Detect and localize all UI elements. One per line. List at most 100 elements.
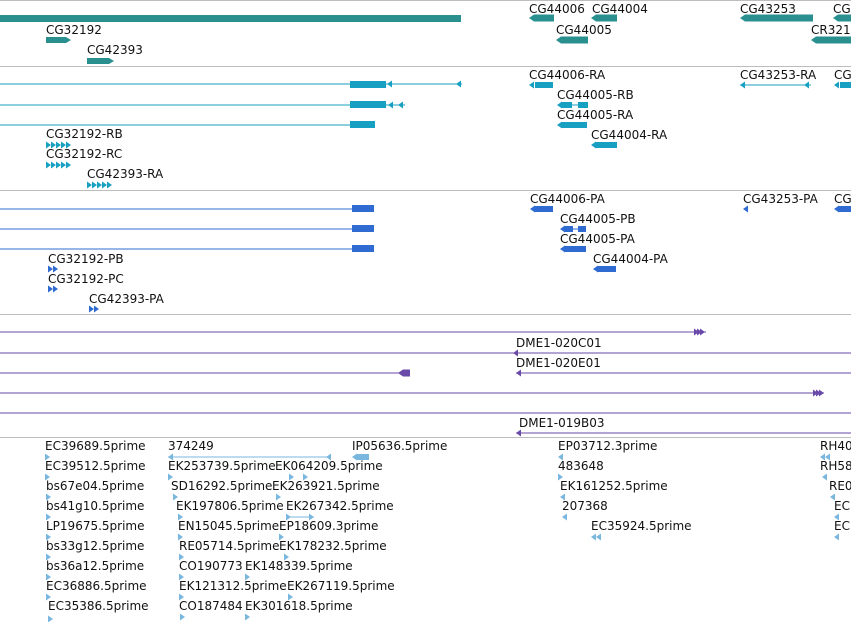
arrow-right-icon [45, 453, 50, 461]
feature-block[interactable] [839, 206, 851, 212]
feature-block[interactable] [596, 142, 617, 148]
feature-label[interactable]: CG44006-PA [530, 192, 606, 206]
feature-label[interactable]: CG44005-RA [557, 108, 634, 122]
feature-label[interactable]: CG42393 [87, 43, 143, 57]
feature-label[interactable]: RH40 [820, 439, 851, 453]
feature-label[interactable]: 374249 [168, 439, 214, 453]
feature-label[interactable]: CG [834, 192, 851, 206]
feature-label[interactable]: CG44004-RA [591, 128, 668, 142]
feature-label[interactable]: IP05636.5prime [352, 439, 447, 453]
feature-label[interactable]: EK148339.5prime [245, 559, 353, 573]
feature-label[interactable]: EC [834, 499, 850, 513]
feature-label[interactable]: CG44005 [556, 23, 612, 37]
feature-label[interactable]: EC36886.5prime [46, 579, 147, 593]
feature-label[interactable]: EP18609.3prime [279, 519, 378, 533]
feature-label[interactable]: RH58 [820, 459, 851, 473]
feature-label[interactable]: CO187484 [179, 599, 243, 613]
feature-block[interactable] [811, 36, 851, 44]
feature-label[interactable]: bs67e04.5prime [46, 479, 144, 493]
feature-block[interactable] [578, 226, 586, 232]
arrow-right-icon [289, 473, 294, 481]
feature-label[interactable]: CG44005-RB [557, 88, 634, 102]
feature-label[interactable]: CG32192-RC [46, 147, 122, 161]
feature-label[interactable]: CG [834, 68, 851, 82]
feature-label[interactable]: DME1-020C01 [516, 336, 602, 350]
feature-block[interactable] [833, 14, 851, 22]
feature-label[interactable]: CG42393-RA [87, 167, 164, 181]
feature-label[interactable]: CO190773 [179, 559, 243, 573]
feature-label[interactable]: RE0 [829, 479, 851, 493]
feature-label[interactable]: DME1-020E01 [516, 356, 601, 370]
feature-block[interactable] [535, 82, 553, 88]
feature-label[interactable]: bs33g12.5prime [46, 539, 144, 553]
feature-label[interactable]: CG32192-PC [48, 272, 124, 286]
feature-label[interactable]: CG43253-PA [743, 192, 819, 206]
feature-label[interactable]: EK267119.5prime [287, 579, 395, 593]
feature-label[interactable]: EK161252.5prime [560, 479, 668, 493]
feature-label[interactable]: EC39689.5prime [45, 439, 146, 453]
arrow-right-icon [45, 473, 50, 481]
feature-label[interactable]: CG32192-RB [46, 127, 123, 141]
feature-label[interactable]: CG44004-PA [593, 252, 669, 266]
feature-block[interactable] [556, 36, 588, 44]
feature-block[interactable] [591, 14, 617, 22]
feature-block[interactable] [578, 102, 588, 108]
feature-block[interactable] [352, 205, 374, 212]
feature-label[interactable]: EK301618.5prime [245, 599, 353, 613]
feature-block[interactable] [398, 369, 410, 377]
feature-block[interactable] [740, 14, 813, 22]
feature-label[interactable]: CG32192 [46, 23, 102, 37]
feature-label[interactable]: CG [833, 2, 851, 16]
feature-label[interactable]: CG44005-PB [560, 212, 636, 226]
feature-block[interactable] [565, 226, 573, 232]
feature-block[interactable] [350, 121, 375, 128]
feature-label[interactable]: bs36a12.5prime [46, 559, 144, 573]
feature-label[interactable]: EK253739.5prime [168, 459, 276, 473]
feature-label[interactable]: EK267342.5prime [286, 499, 394, 513]
feature-label[interactable]: CG44006 [529, 2, 585, 16]
feature-label[interactable]: EC [834, 519, 850, 533]
feature-label[interactable]: EC35924.5prime [591, 519, 692, 533]
feature-block[interactable] [357, 454, 369, 460]
feature-label[interactable]: CG44005-PA [560, 232, 636, 246]
feature-label[interactable]: EC39512.5prime [45, 459, 146, 473]
feature-block[interactable] [350, 81, 386, 88]
feature-label[interactable]: EK064209.5prime [275, 459, 383, 473]
feature-block[interactable] [352, 225, 374, 232]
feature-block[interactable] [840, 82, 851, 88]
feature-block[interactable] [565, 246, 586, 252]
feature-block[interactable] [598, 266, 616, 272]
gene-bar[interactable] [0, 15, 461, 22]
feature-label[interactable]: EK197806.5prime [176, 499, 284, 513]
feature-label[interactable]: CR321 [811, 23, 851, 37]
feature-label[interactable]: DME1-019B03 [519, 416, 605, 430]
feature-label[interactable]: CG43253 [740, 2, 796, 16]
feature-label[interactable]: CG44006-RA [529, 68, 606, 82]
feature-block[interactable] [529, 14, 554, 22]
feature-label[interactable]: bs41g10.5prime [46, 499, 144, 513]
feature-label[interactable]: 483648 [558, 459, 604, 473]
arrow-right-icon [46, 573, 51, 581]
feature-label[interactable]: CG32192-PB [48, 252, 124, 266]
feature-label[interactable]: EC35386.5prime [48, 599, 149, 613]
feature-block[interactable] [535, 206, 553, 212]
feature-label[interactable]: EK263921.5prime [272, 479, 380, 493]
feature-label[interactable]: EK178232.5prime [279, 539, 387, 553]
feature-block[interactable] [352, 245, 374, 252]
feature-label[interactable]: CG44004 [592, 2, 648, 16]
feature-block[interactable] [46, 37, 71, 43]
feature-label[interactable]: LP19675.5prime [46, 519, 145, 533]
feature-label[interactable]: CG42393-PA [89, 292, 165, 306]
feature-label[interactable]: EK121312.5prime [179, 579, 287, 593]
feature-label[interactable]: EP03712.3prime [558, 439, 657, 453]
feature-label[interactable]: EN15045.5prime [178, 519, 279, 533]
feature-label[interactable]: RE05714.5prime [179, 539, 280, 553]
feature-label[interactable]: SD16292.5prime [171, 479, 272, 493]
feature-block[interactable] [562, 122, 587, 128]
feature-block[interactable] [87, 58, 114, 64]
feature-label[interactable]: 207368 [562, 499, 608, 513]
feature-label[interactable]: CG43253-RA [740, 68, 817, 82]
feature-block[interactable] [562, 102, 572, 108]
arrow-right-icon [309, 513, 314, 521]
feature-block[interactable] [350, 101, 386, 108]
